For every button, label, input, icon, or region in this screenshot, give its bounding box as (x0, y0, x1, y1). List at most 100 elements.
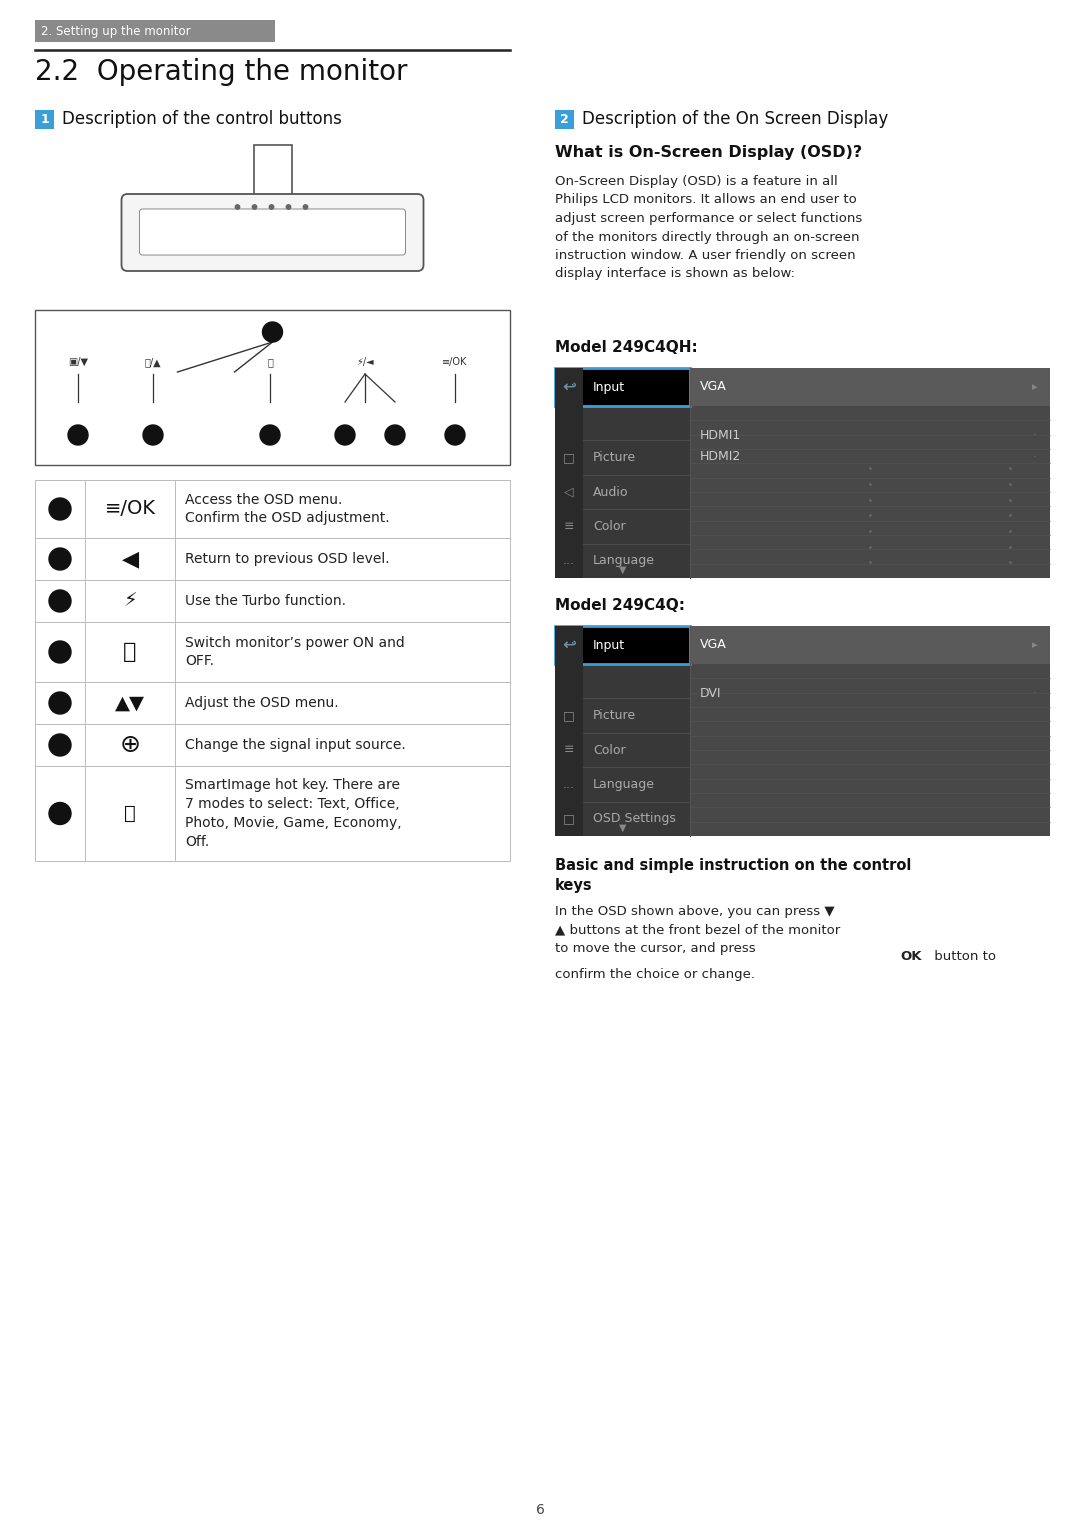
Bar (555, 368, 690, 406)
Circle shape (335, 424, 355, 444)
Text: 3: 3 (56, 594, 64, 608)
Bar (555, 368, 1050, 578)
Bar (35, 725, 510, 766)
Text: ▼: ▼ (619, 565, 626, 574)
Circle shape (384, 424, 405, 444)
Text: ·: · (1034, 452, 1037, 463)
Bar (555, 368, 690, 578)
Bar (35, 766, 510, 861)
Circle shape (303, 205, 308, 210)
Bar (555, 368, 583, 578)
Text: In the OSD shown above, you can press ▼
▲ buttons at the front bezel of the moni: In the OSD shown above, you can press ▼ … (555, 905, 840, 954)
Circle shape (49, 692, 71, 714)
Circle shape (260, 424, 280, 444)
Text: ≡/OK: ≡/OK (105, 499, 156, 518)
Circle shape (235, 205, 240, 210)
Text: 2: 2 (391, 430, 399, 440)
Bar (35, 110, 54, 129)
Text: Access the OSD menu.
Confirm the OSD adjustment.: Access the OSD menu. Confirm the OSD adj… (185, 492, 390, 525)
Circle shape (68, 424, 87, 444)
Text: Color: Color (593, 519, 625, 533)
Text: HDMI2: HDMI2 (700, 450, 741, 464)
Circle shape (262, 322, 283, 342)
Circle shape (253, 205, 257, 210)
Text: □: □ (563, 812, 575, 826)
Bar (35, 309, 510, 466)
Bar (690, 627, 1050, 663)
Text: Picture: Picture (593, 450, 636, 464)
Text: What is On-Screen Display (OSD)?: What is On-Screen Display (OSD)? (555, 146, 862, 159)
Text: ≡: ≡ (564, 519, 575, 533)
Bar (555, 627, 690, 836)
Text: ▼: ▼ (619, 823, 626, 833)
Bar (35, 480, 510, 538)
Text: Input: Input (593, 639, 625, 651)
Text: 7: 7 (75, 430, 82, 440)
Text: Model 249C4QH:: Model 249C4QH: (555, 340, 698, 355)
Text: ↩: ↩ (564, 380, 575, 394)
Text: 6: 6 (149, 430, 157, 440)
Text: □: □ (563, 709, 575, 722)
Text: 7: 7 (56, 807, 64, 820)
Text: Description of the On Screen Display: Description of the On Screen Display (582, 110, 888, 129)
Text: ·: · (1034, 688, 1037, 699)
Bar (35, 538, 510, 581)
Bar (555, 110, 573, 129)
Bar (690, 368, 1050, 406)
Text: Audio: Audio (593, 486, 629, 498)
Text: □: □ (563, 450, 575, 464)
Bar (254, 146, 292, 201)
Text: ◁: ◁ (564, 486, 573, 498)
Text: 6: 6 (56, 738, 64, 752)
Circle shape (445, 424, 465, 444)
Text: confirm the choice or change.: confirm the choice or change. (555, 968, 755, 980)
Circle shape (49, 590, 71, 611)
Circle shape (49, 803, 71, 824)
FancyBboxPatch shape (121, 195, 423, 271)
Text: ⚡: ⚡ (123, 591, 137, 610)
Text: ◀: ◀ (121, 548, 138, 568)
Text: SmartImage hot key. There are
7 modes to select: Text, Office,
Photo, Movie, Gam: SmartImage hot key. There are 7 modes to… (185, 778, 402, 849)
Text: ≡: ≡ (564, 743, 575, 757)
Text: Switch monitor’s power ON and
OFF.: Switch monitor’s power ON and OFF. (185, 636, 405, 668)
Text: 6: 6 (536, 1503, 544, 1517)
Text: ⚡/◄: ⚡/◄ (356, 357, 374, 368)
Text: 2.2  Operating the monitor: 2.2 Operating the monitor (35, 58, 407, 86)
Text: 1: 1 (40, 113, 49, 126)
Text: Basic and simple instruction on the control
keys: Basic and simple instruction on the cont… (555, 858, 912, 893)
Circle shape (49, 734, 71, 755)
Circle shape (143, 424, 163, 444)
Text: Color: Color (593, 743, 625, 757)
Text: 5: 5 (56, 697, 64, 709)
Text: ≡/OK: ≡/OK (443, 357, 468, 368)
Text: 4: 4 (56, 645, 64, 659)
Bar (35, 682, 510, 725)
Text: ▸: ▸ (1032, 381, 1038, 392)
Text: 2: 2 (56, 553, 64, 565)
Circle shape (286, 205, 291, 210)
Bar (555, 627, 690, 663)
Text: VGA: VGA (700, 380, 727, 394)
FancyBboxPatch shape (139, 208, 405, 254)
Circle shape (49, 640, 71, 663)
Text: DVI: DVI (700, 686, 721, 700)
Text: ⬛: ⬛ (124, 804, 136, 823)
Text: Language: Language (593, 555, 654, 567)
Text: ▲▼: ▲▼ (114, 694, 145, 712)
Text: Adjust the OSD menu.: Adjust the OSD menu. (185, 696, 339, 709)
Text: 2: 2 (561, 113, 569, 126)
Circle shape (49, 548, 71, 570)
Bar (35, 622, 510, 682)
Bar (555, 627, 690, 663)
Text: ⏻: ⏻ (123, 642, 137, 662)
Text: ...: ... (563, 778, 575, 791)
Text: ↩: ↩ (562, 636, 576, 654)
Text: 5: 5 (269, 326, 276, 337)
Bar (35, 20, 275, 41)
Text: OK: OK (900, 950, 921, 964)
Text: ⮏/▲: ⮏/▲ (145, 357, 161, 368)
Bar (555, 627, 1050, 836)
Text: Input: Input (593, 380, 625, 394)
Text: ⊕: ⊕ (120, 732, 140, 757)
Text: Use the Turbo function.: Use the Turbo function. (185, 594, 346, 608)
